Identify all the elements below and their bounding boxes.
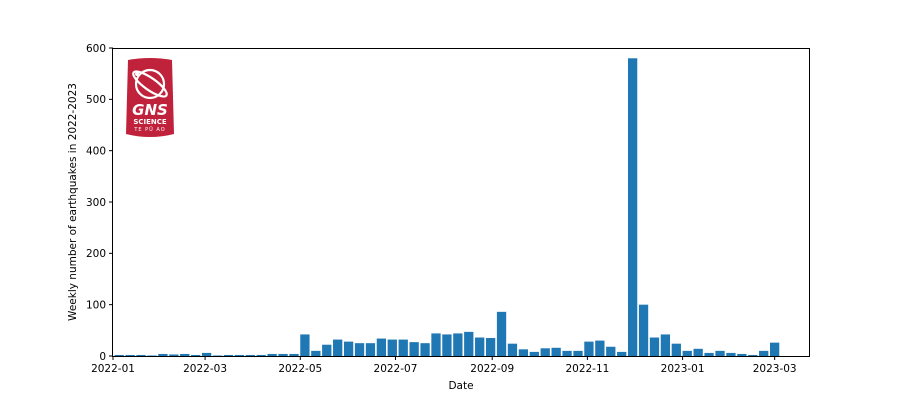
bar	[420, 343, 430, 356]
bar	[715, 350, 725, 356]
logo-tiny-text: TE PŪ AO	[133, 126, 165, 133]
bar	[529, 351, 539, 356]
y-tick-label: 200	[86, 248, 106, 260]
x-tick-label: 2022-01	[91, 363, 135, 375]
gns-science-logo: GNS SCIENCE TE PŪ AO	[126, 58, 174, 137]
bar	[453, 333, 463, 356]
bar	[540, 348, 550, 356]
y-tick-label: 300	[86, 197, 106, 209]
bar	[267, 353, 277, 356]
bar	[333, 339, 343, 356]
bar	[551, 347, 561, 356]
bar	[649, 337, 660, 356]
bar	[136, 354, 146, 356]
bar	[671, 343, 681, 356]
bar	[442, 334, 452, 356]
bar	[409, 342, 419, 356]
bar-series	[114, 58, 780, 357]
bar	[748, 354, 758, 356]
x-tick-label: 2022-03	[183, 363, 227, 375]
y-tick-label: 100	[86, 299, 106, 311]
bar	[693, 348, 703, 356]
bar	[256, 354, 266, 356]
bar	[125, 354, 135, 356]
plot-frame	[112, 48, 810, 357]
bar	[387, 339, 397, 356]
bar	[704, 352, 714, 356]
atom-icon	[132, 68, 168, 100]
bar	[212, 355, 223, 356]
x-tick-label: 2022-11	[565, 363, 609, 375]
bar	[278, 353, 288, 356]
x-tick-label: 2022-07	[374, 363, 418, 375]
y-axis-ticks: 0 100 200 300 400 500 600	[86, 43, 113, 363]
bar	[180, 353, 190, 356]
bar	[682, 350, 692, 356]
bar	[660, 334, 671, 356]
bar	[158, 353, 168, 356]
bar	[617, 351, 627, 356]
bar	[376, 338, 387, 356]
logo-main-text: GNS	[132, 101, 168, 119]
logo-sub-text: SCIENCE	[133, 118, 167, 126]
y-tick-label: 600	[86, 43, 106, 55]
bar	[485, 338, 496, 356]
bar	[496, 311, 507, 356]
bar	[114, 354, 124, 356]
bar	[595, 340, 605, 356]
bar	[169, 354, 179, 356]
x-axis-ticks: 2022-01 2022-03 2022-05 2022-07 2022-09 2022-…	[91, 356, 797, 375]
bar	[147, 355, 157, 356]
bar	[234, 354, 245, 356]
bar	[343, 341, 354, 356]
bar	[627, 58, 638, 357]
bar	[726, 352, 736, 356]
bar	[464, 331, 474, 356]
bar	[638, 304, 649, 356]
y-tick-label: 500	[86, 94, 106, 106]
bar	[518, 349, 529, 356]
bar	[201, 352, 212, 356]
bar	[245, 354, 255, 356]
bar	[365, 343, 376, 356]
y-axis-label: Weekly number of earthquakes in 2022-202…	[67, 83, 79, 321]
bar	[737, 353, 747, 356]
bar	[300, 334, 310, 356]
bar	[562, 350, 572, 356]
bar	[289, 353, 299, 356]
x-tick-label: 2022-09	[470, 363, 514, 375]
bar	[223, 354, 234, 356]
bar	[431, 333, 441, 356]
bar	[398, 339, 408, 356]
y-tick-label: 0	[99, 351, 106, 363]
y-tick-label: 400	[86, 145, 106, 157]
bar	[322, 344, 332, 356]
bar	[584, 341, 594, 356]
bar	[475, 337, 485, 356]
bar	[354, 343, 365, 356]
x-tick-label: 2023-01	[661, 363, 705, 375]
x-tick-label: 2023-03	[753, 363, 797, 375]
x-tick-label: 2022-05	[278, 363, 322, 375]
bar	[507, 343, 518, 356]
bar	[573, 350, 583, 356]
bar	[191, 354, 201, 356]
bar	[606, 346, 616, 356]
bar	[769, 342, 780, 356]
x-axis-label: Date	[448, 380, 473, 392]
bar	[759, 350, 769, 356]
bar	[311, 350, 321, 356]
